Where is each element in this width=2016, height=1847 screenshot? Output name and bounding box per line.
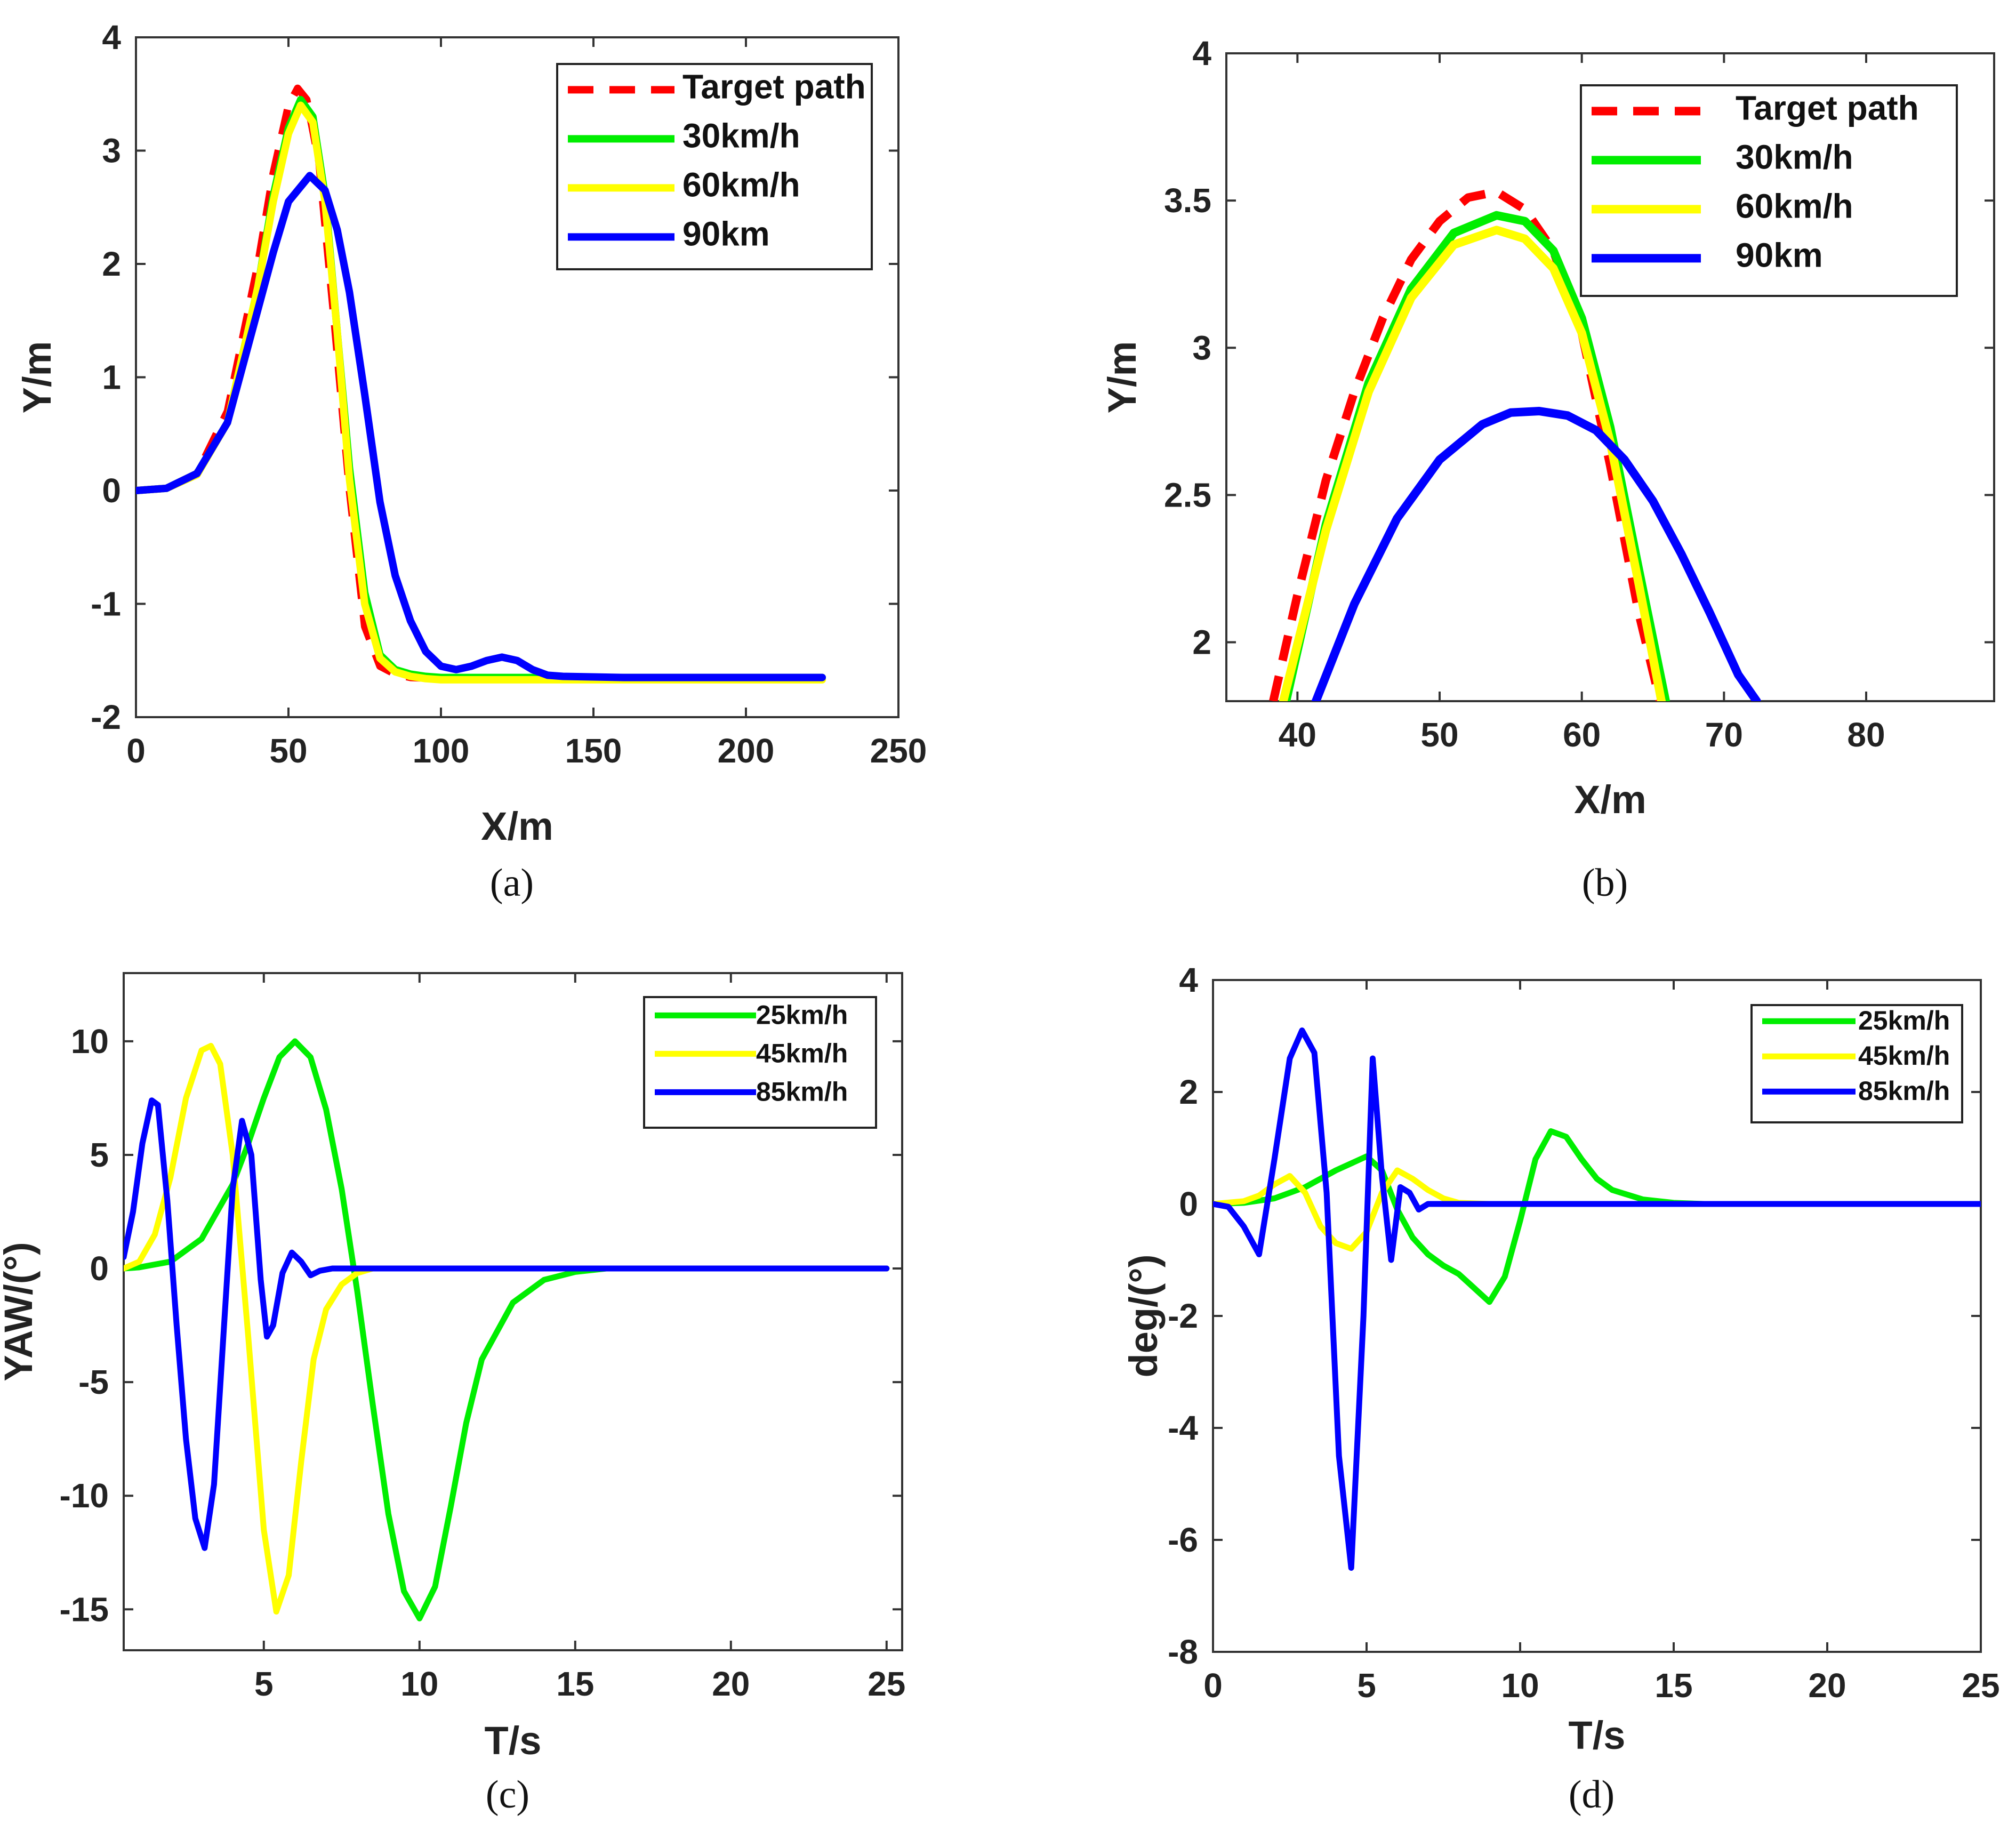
x-tick-label: 200 [718, 732, 775, 770]
legend-label: 30km/h [682, 116, 800, 155]
legend: Target path 30km/h 60km/h 90km [1580, 84, 1958, 297]
y-axis-label: YAW/(°) [0, 1242, 41, 1381]
y-tick-label: 4 [1192, 34, 1211, 73]
x-tick-label: 20 [1808, 1666, 1846, 1705]
panel-caption: (d) [1569, 1773, 1615, 1817]
y-tick-label: 5 [90, 1136, 109, 1174]
y-tick-label: 3 [102, 132, 121, 170]
x-tick-label: 5 [1357, 1666, 1376, 1705]
panel-caption: (c) [486, 1773, 529, 1817]
x-tick-label: 25 [868, 1665, 905, 1703]
y-tick-label: -2 [1168, 1297, 1198, 1335]
legend-label: 25km/h [1858, 1006, 1950, 1035]
legend-label: Target path [682, 67, 866, 106]
x-tick-label: 25 [1962, 1666, 1999, 1705]
series-group [136, 84, 826, 684]
y-tick-label: 10 [71, 1022, 109, 1061]
x-tick-label: 0 [1203, 1666, 1223, 1705]
legend-box [643, 996, 877, 1129]
panel-caption: (a) [490, 861, 534, 905]
series-line-85km-h [124, 1097, 890, 1551]
series-line-90km [1312, 407, 1761, 701]
legend-label: 25km/h [756, 1000, 848, 1030]
x-tick-label: 5 [254, 1665, 274, 1703]
y-tick-label: -10 [60, 1476, 109, 1515]
legend-label: 85km/h [756, 1077, 848, 1106]
y-tick-label: 1 [102, 358, 121, 397]
legend-label: 60km/h [682, 165, 800, 204]
y-tick-label: -15 [60, 1590, 109, 1628]
x-axis-label: T/s [1569, 1713, 1626, 1757]
legend-label: 85km/h [1858, 1076, 1950, 1106]
legend: 25km/h 45km/h 85km/h [643, 996, 877, 1129]
legend-label: 45km/h [1858, 1041, 1950, 1071]
x-tick-label: 250 [870, 732, 927, 770]
y-tick-label: 0 [102, 471, 121, 510]
legend: Target path 30km/h 60km/h 90km [556, 63, 873, 270]
y-tick-label: 2 [102, 245, 121, 283]
y-tick-label: 0 [90, 1249, 109, 1288]
x-tick-label: 10 [400, 1665, 438, 1703]
legend-label: 45km/h [756, 1038, 848, 1068]
y-tick-label: 3.5 [1164, 181, 1211, 220]
series-line-85km-h [1213, 1027, 1981, 1571]
x-tick-label: 50 [269, 732, 307, 770]
x-tick-label: 70 [1705, 716, 1743, 754]
series-group [124, 1038, 890, 1621]
y-tick-label: 4 [102, 18, 121, 57]
y-tick-label: -8 [1168, 1633, 1198, 1671]
x-tick-label: 150 [565, 732, 622, 770]
x-tick-label: 20 [712, 1665, 750, 1703]
y-tick-label: -1 [91, 585, 121, 623]
x-tick-label: 80 [1847, 716, 1885, 754]
legend-label: 60km/h [1736, 187, 1853, 225]
y-tick-label: -4 [1168, 1409, 1198, 1447]
x-tick-label: 10 [1501, 1666, 1539, 1705]
x-axis-label: X/m [481, 804, 553, 848]
legend-label: 90km [682, 214, 770, 253]
legend-label: 90km [1736, 236, 1823, 274]
panel-caption: (b) [1582, 861, 1628, 905]
x-axis-label: X/m [1574, 777, 1646, 822]
series-line-45km-h [124, 1042, 890, 1615]
legend: 25km/h 45km/h 85km/h [1750, 1004, 1963, 1123]
y-tick-label: 2 [1179, 1073, 1198, 1111]
x-tick-label: 60 [1563, 716, 1601, 754]
panel-c-yaw-vs-time: 5 10 15 20 25 -15 -10 -5 0 5 10 T/s YAW/(°) 25km/h 45k… [0, 972, 905, 1817]
y-tick-label: 2 [1192, 623, 1211, 662]
y-tick-label: -5 [78, 1363, 109, 1401]
series-group [1213, 1027, 1981, 1571]
series-line-60km-h [1279, 226, 1666, 701]
panel-a-yx-trajectory: 0 50 100 150 200 250 -2 -1 0 1 2 3 4 X/m Y/m Target pat… [15, 18, 927, 905]
legend-box [1750, 1004, 1963, 1123]
series-group [1269, 187, 1761, 701]
legend-label: 30km/h [1736, 138, 1853, 176]
legend-label: Target path [1736, 89, 1919, 127]
y-axis-label: deg/(°) [1121, 1255, 1166, 1378]
x-tick-label: 50 [1420, 716, 1458, 754]
y-axis-label: Y/m [1100, 341, 1144, 414]
y-tick-label: 4 [1179, 961, 1198, 999]
y-tick-label: 0 [1179, 1185, 1198, 1223]
y-tick-label: -2 [91, 698, 121, 736]
x-tick-label: 15 [1654, 1666, 1692, 1705]
y-tick-label: 3 [1192, 328, 1211, 367]
x-tick-label: 15 [556, 1665, 594, 1703]
panel-d-deg-vs-time: 0 5 10 15 20 25 -8 -6 -4 -2 0 2 4 T/s deg/(°) 25km/h 45k… [1121, 961, 2000, 1817]
series-line-25km-h [1213, 1128, 1981, 1305]
y-tick-label: -6 [1168, 1521, 1198, 1559]
x-tick-label: 100 [413, 732, 470, 770]
panel-b-yx-zoom: 40 50 60 70 80 2 2.5 3 3.5 4 X/m Y/m Target path 30km… [1100, 34, 1995, 905]
x-tick-label: 0 [126, 732, 146, 770]
y-axis-label: Y/m [15, 341, 59, 414]
x-tick-label: 40 [1279, 716, 1316, 754]
x-axis-label: T/s [485, 1718, 542, 1763]
series-line-90km [136, 172, 826, 681]
y-tick-label: 2.5 [1164, 476, 1211, 514]
